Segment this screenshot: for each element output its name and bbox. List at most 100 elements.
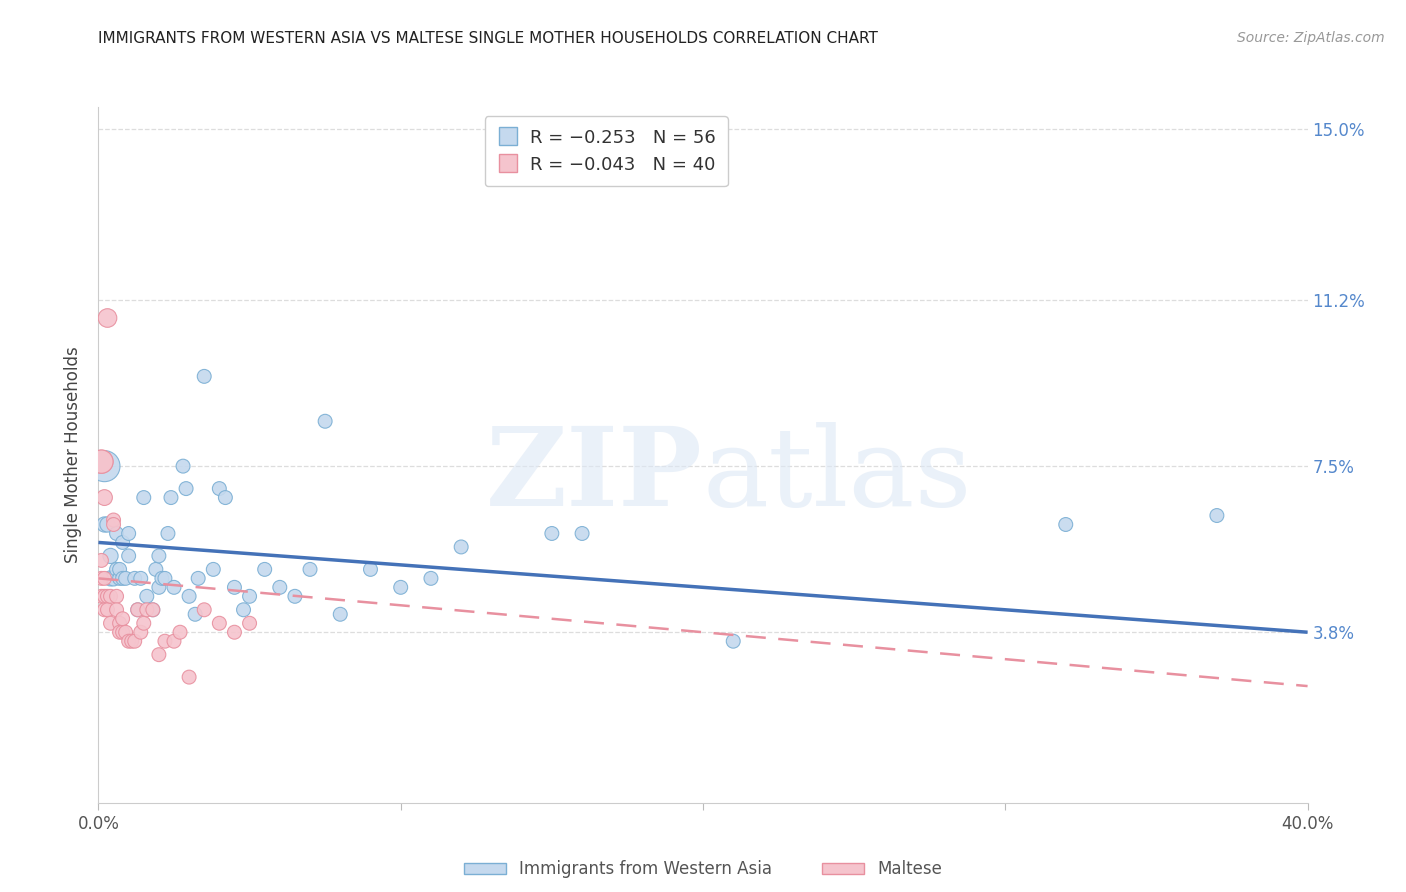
Text: ZIP: ZIP [486, 422, 703, 529]
Legend: Immigrants from Western Asia, Maltese: Immigrants from Western Asia, Maltese [457, 854, 949, 885]
Point [96, 603, 118, 617]
Point [90, 455, 112, 469]
Point [145, 562, 167, 576]
Point [96, 517, 118, 532]
Point [156, 526, 179, 541]
Point [121, 634, 143, 648]
Point [127, 603, 149, 617]
Point [108, 571, 131, 585]
Point [105, 603, 128, 617]
Point [193, 369, 215, 384]
Point [239, 616, 262, 631]
Point [100, 571, 122, 585]
Text: IMMIGRANTS FROM WESTERN ASIA VS MALTESE SINGLE MOTHER HOUSEHOLDS CORRELATION CHA: IMMIGRANTS FROM WESTERN ASIA VS MALTESE … [98, 31, 879, 46]
Point [124, 571, 146, 585]
Point [1206, 508, 1229, 523]
Point [108, 562, 131, 576]
Point [111, 612, 134, 626]
Point [100, 549, 122, 563]
Point [208, 482, 231, 496]
Point [142, 603, 165, 617]
Point [163, 634, 186, 648]
Point [314, 414, 336, 428]
Point [124, 634, 146, 648]
Point [150, 571, 173, 585]
Point [214, 491, 236, 505]
Point [153, 634, 176, 648]
Point [93, 517, 115, 532]
Point [142, 603, 165, 617]
Point [108, 625, 131, 640]
Point [450, 540, 472, 554]
Point [232, 603, 254, 617]
Point [360, 562, 382, 576]
Point [103, 513, 125, 527]
Point [96, 311, 118, 326]
Point [111, 535, 134, 549]
Point [540, 526, 562, 541]
Point [100, 590, 122, 604]
Point [269, 580, 291, 594]
Point [174, 482, 197, 496]
Point [153, 571, 176, 585]
Point [224, 580, 246, 594]
Text: Source: ZipAtlas.com: Source: ZipAtlas.com [1237, 31, 1385, 45]
Point [111, 571, 134, 585]
Point [163, 580, 186, 594]
Point [148, 549, 170, 563]
Point [1054, 517, 1077, 532]
Point [90, 553, 112, 567]
Point [135, 603, 157, 617]
Point [723, 634, 745, 648]
Point [114, 625, 136, 640]
Point [169, 625, 191, 640]
Point [253, 562, 276, 576]
Point [127, 603, 149, 617]
Point [93, 571, 115, 585]
Point [224, 625, 246, 640]
Point [179, 590, 201, 604]
Point [193, 603, 215, 617]
Point [208, 616, 231, 631]
Point [239, 590, 262, 604]
Point [118, 634, 141, 648]
Point [160, 491, 183, 505]
Point [329, 607, 352, 622]
Point [105, 526, 128, 541]
Point [93, 590, 115, 604]
Point [148, 648, 170, 662]
Point [96, 590, 118, 604]
Point [118, 526, 141, 541]
Point [132, 491, 155, 505]
Point [90, 455, 112, 469]
Point [202, 562, 225, 576]
Point [103, 517, 125, 532]
Point [420, 571, 443, 585]
Point [111, 625, 134, 640]
Point [90, 571, 112, 585]
Point [172, 459, 194, 474]
Point [571, 526, 593, 541]
Text: atlas: atlas [703, 422, 973, 529]
Point [103, 571, 125, 585]
Y-axis label: Single Mother Households: Single Mother Households [65, 347, 83, 563]
Point [118, 549, 141, 563]
Point [184, 607, 207, 622]
Point [187, 571, 209, 585]
Point [100, 616, 122, 631]
Point [114, 571, 136, 585]
Point [132, 616, 155, 631]
Point [105, 590, 128, 604]
Point [90, 590, 112, 604]
Point [389, 580, 412, 594]
Point [135, 590, 157, 604]
Point [129, 625, 152, 640]
Point [179, 670, 201, 684]
Point [93, 491, 115, 505]
Point [93, 603, 115, 617]
Point [108, 616, 131, 631]
Point [129, 571, 152, 585]
Point [284, 590, 307, 604]
Point [93, 459, 115, 474]
Point [105, 562, 128, 576]
